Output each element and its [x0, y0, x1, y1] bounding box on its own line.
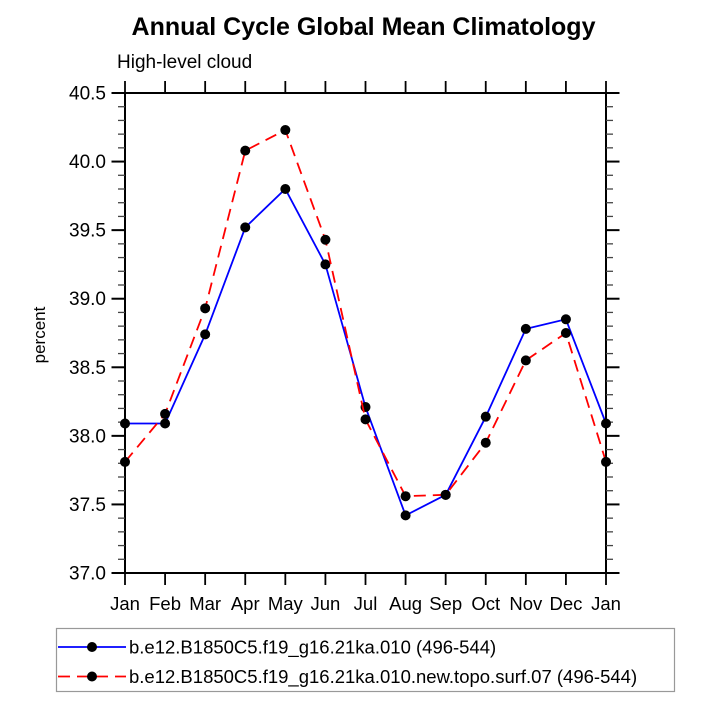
data-point-marker	[360, 414, 371, 425]
data-point-marker	[560, 314, 571, 325]
data-point-marker	[280, 184, 291, 194]
x-tick-label: Jul	[354, 593, 378, 614]
data-point-marker	[160, 418, 171, 429]
data-point-marker	[240, 222, 251, 233]
x-tick-label: Jan	[591, 593, 621, 614]
data-point-marker	[601, 456, 611, 467]
series-line-0	[125, 187, 607, 517]
x-tick-label: Aug	[389, 593, 422, 614]
data-point-marker	[320, 259, 331, 270]
data-point-marker	[560, 328, 571, 338]
y-tick-label: 37.0	[69, 564, 106, 585]
data-point-marker	[280, 125, 291, 136]
y-tick-label: 39.0	[69, 289, 106, 310]
x-tick-label: Mar	[189, 593, 221, 614]
data-point-marker	[160, 408, 171, 419]
series-line-1	[124, 128, 607, 498]
x-tick-label: Apr	[231, 593, 260, 614]
data-point-marker	[520, 323, 531, 334]
legend-label: b.e12.B1850C5.f19_g16.21ka.010 (496-544)	[129, 637, 496, 659]
data-point-marker	[120, 456, 130, 467]
y-tick-label: 38.0	[69, 426, 106, 447]
chart-subtitle: High-level cloud	[117, 52, 253, 73]
data-point-marker	[480, 411, 491, 422]
x-tick-label: Nov	[509, 593, 543, 614]
data-point-marker	[400, 510, 411, 521]
x-tick-label: Jan	[110, 593, 140, 614]
data-point-marker	[520, 355, 531, 366]
legend-marker	[87, 671, 97, 682]
data-point-marker	[320, 234, 331, 245]
data-point-marker	[240, 145, 251, 156]
x-tick-label: May	[268, 593, 304, 614]
y-tick-label: 40.0	[69, 152, 106, 173]
y-tick-label: 39.5	[69, 221, 106, 242]
legend-marker	[87, 642, 97, 652]
data-point-marker	[120, 418, 130, 429]
data-point-marker	[601, 418, 611, 429]
y-tick-label: 40.5	[69, 84, 106, 105]
x-tick-label: Oct	[471, 593, 500, 614]
plot-frame	[124, 92, 607, 574]
y-tick-label: 38.5	[69, 358, 106, 379]
y-axis-title: percent	[30, 306, 49, 363]
legend-label: b.e12.B1850C5.f19_g16.21ka.010.new.topo.…	[129, 666, 637, 688]
data-point-marker	[480, 437, 491, 448]
legend-box	[55, 627, 676, 693]
data-point-marker	[440, 489, 451, 500]
x-tick-label: Sep	[429, 593, 462, 614]
y-tick-label: 37.5	[69, 495, 106, 516]
data-point-marker	[200, 329, 211, 340]
chart-title: Annual Cycle Global Mean Climatology	[131, 13, 596, 41]
data-point-marker	[200, 303, 211, 314]
data-point-marker	[400, 491, 411, 502]
x-tick-label: Feb	[149, 593, 181, 614]
x-tick-label: Dec	[549, 593, 582, 614]
x-tick-label: Jun	[311, 593, 341, 614]
